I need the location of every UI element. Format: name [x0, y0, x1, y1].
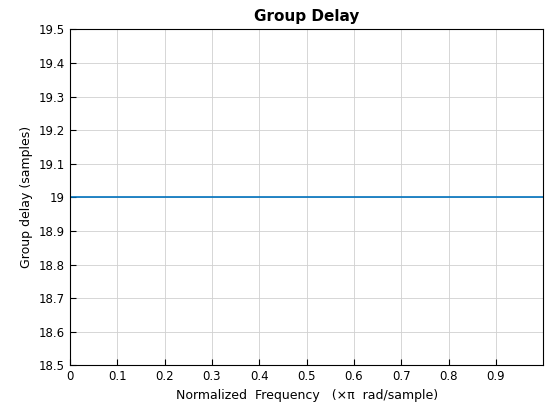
Title: Group Delay: Group Delay	[254, 9, 360, 24]
Y-axis label: Group delay (samples): Group delay (samples)	[20, 126, 34, 268]
X-axis label: Normalized  Frequency   (×π  rad/sample): Normalized Frequency (×π rad/sample)	[175, 389, 438, 402]
